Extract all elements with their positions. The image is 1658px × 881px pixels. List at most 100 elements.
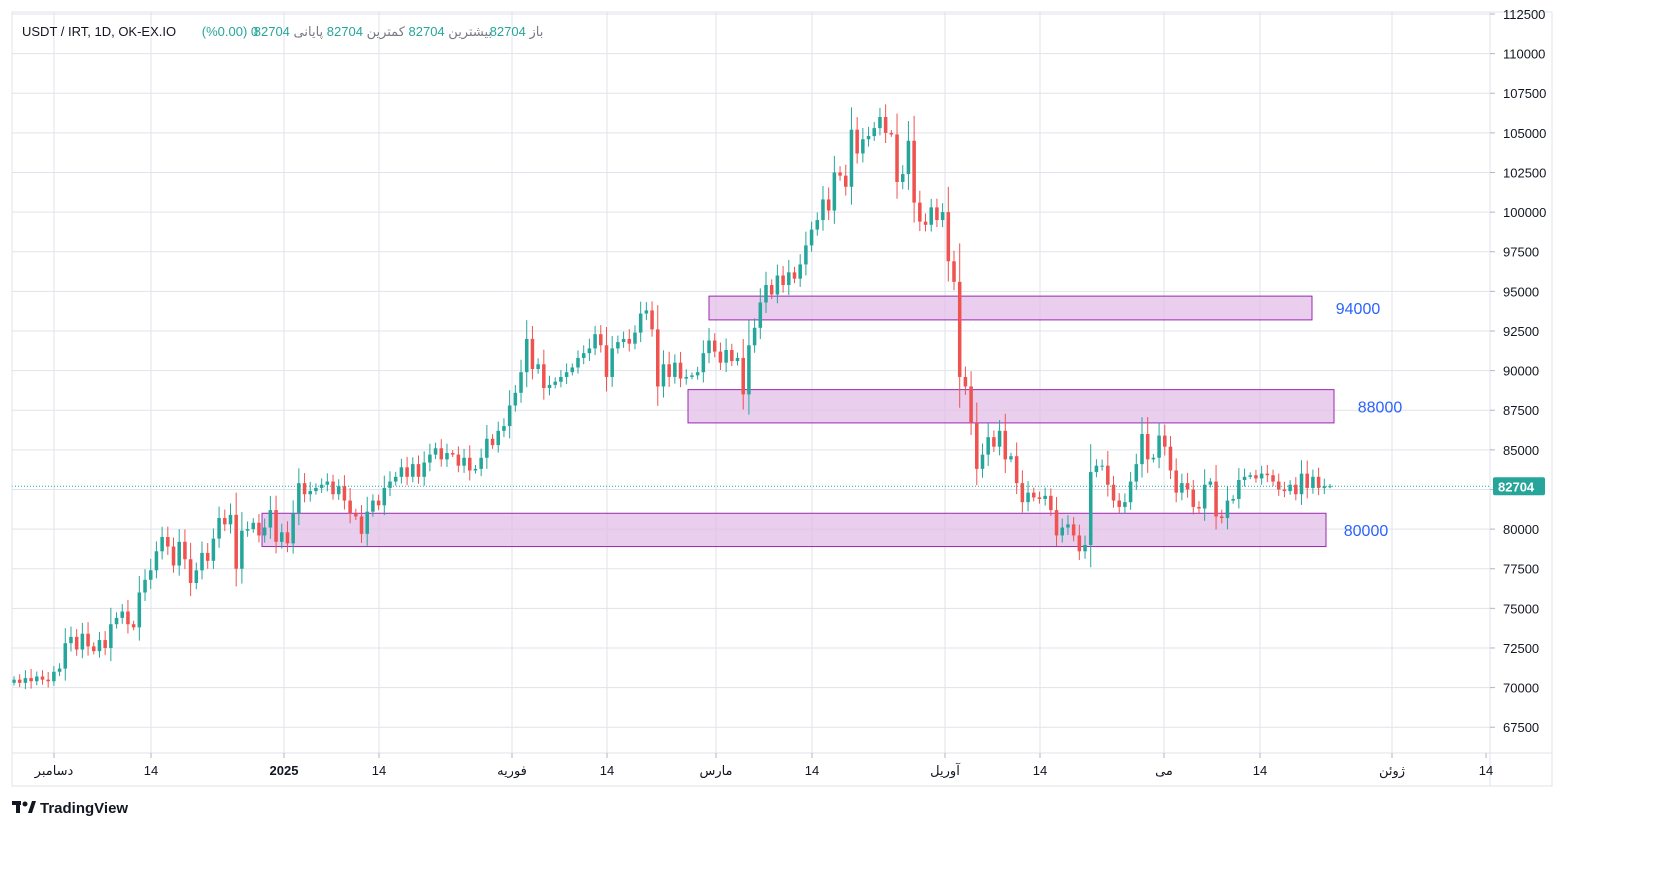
candle[interactable] xyxy=(587,338,592,361)
candle[interactable] xyxy=(69,626,73,652)
candle[interactable] xyxy=(80,622,85,659)
candle[interactable] xyxy=(769,279,774,300)
candle[interactable] xyxy=(507,390,512,439)
candle[interactable] xyxy=(251,518,256,533)
y-tick-label[interactable]: 72500 xyxy=(1503,641,1539,656)
candle[interactable] xyxy=(889,129,894,137)
candle[interactable] xyxy=(291,500,295,554)
candle[interactable] xyxy=(456,446,461,473)
candle[interactable] xyxy=(1111,475,1116,508)
candle[interactable] xyxy=(1185,472,1190,498)
candle[interactable] xyxy=(166,526,170,555)
y-tick-label[interactable]: 95000 xyxy=(1503,284,1539,299)
candle[interactable] xyxy=(223,509,227,532)
candle[interactable] xyxy=(148,558,153,589)
candle[interactable] xyxy=(513,385,518,412)
candle[interactable] xyxy=(1151,453,1156,463)
candle[interactable] xyxy=(308,481,313,502)
candle[interactable] xyxy=(969,371,973,436)
candle[interactable] xyxy=(576,350,580,374)
candle[interactable] xyxy=(787,259,791,296)
candle[interactable] xyxy=(804,231,808,276)
candle[interactable] xyxy=(957,243,962,408)
candle[interactable] xyxy=(416,455,421,484)
candle[interactable] xyxy=(895,113,899,199)
candle[interactable] xyxy=(1128,471,1133,510)
y-tick-label[interactable]: 67500 xyxy=(1503,720,1539,735)
candle[interactable] xyxy=(240,512,244,584)
candle[interactable] xyxy=(524,320,529,388)
candle[interactable] xyxy=(297,468,301,526)
candle[interactable] xyxy=(365,496,369,546)
candle[interactable] xyxy=(616,335,620,354)
candle[interactable] xyxy=(690,372,694,380)
candle[interactable] xyxy=(1219,509,1224,524)
candle[interactable] xyxy=(1003,413,1008,474)
candle[interactable] xyxy=(536,358,540,374)
candle[interactable] xyxy=(348,488,352,524)
candle[interactable] xyxy=(154,541,159,579)
candle[interactable] xyxy=(940,203,945,228)
candle[interactable] xyxy=(257,514,261,543)
candle[interactable] xyxy=(40,670,45,685)
candle[interactable] xyxy=(205,542,210,569)
candle[interactable] xyxy=(29,668,33,689)
candle[interactable] xyxy=(342,475,347,510)
x-tick-label[interactable]: 14 xyxy=(1253,763,1267,778)
candle[interactable] xyxy=(1328,483,1332,489)
candle[interactable] xyxy=(114,612,119,629)
candle[interactable] xyxy=(1060,518,1065,543)
candle[interactable] xyxy=(120,604,125,624)
candle[interactable] xyxy=(1071,517,1076,542)
candle[interactable] xyxy=(439,439,444,467)
candle[interactable] xyxy=(1276,473,1281,496)
candle[interactable] xyxy=(35,671,39,686)
candle[interactable] xyxy=(354,508,358,520)
candle[interactable] xyxy=(718,342,723,370)
candle[interactable] xyxy=(422,451,426,486)
candle[interactable] xyxy=(701,340,706,383)
y-tick-label[interactable]: 77500 xyxy=(1503,562,1539,577)
candle[interactable] xyxy=(872,122,877,141)
candle[interactable] xyxy=(126,599,130,634)
candle[interactable] xyxy=(809,221,814,252)
candle[interactable] xyxy=(661,350,666,398)
candle[interactable] xyxy=(832,155,837,224)
candle[interactable] xyxy=(479,448,483,477)
candle[interactable] xyxy=(1322,478,1327,495)
candle[interactable] xyxy=(741,338,745,410)
y-tick-label[interactable]: 92500 xyxy=(1503,324,1539,339)
candle[interactable] xyxy=(1020,470,1025,513)
candle[interactable] xyxy=(1117,493,1121,513)
candle[interactable] xyxy=(331,474,335,500)
candle[interactable] xyxy=(1180,473,1184,501)
candle[interactable] xyxy=(1294,477,1298,501)
candle[interactable] xyxy=(798,254,802,287)
candle[interactable] xyxy=(866,126,871,147)
candle[interactable] xyxy=(530,325,535,380)
candle[interactable] xyxy=(1208,478,1213,488)
candle[interactable] xyxy=(923,213,928,232)
candle[interactable] xyxy=(1225,486,1230,530)
candle[interactable] xyxy=(285,521,290,553)
candle[interactable] xyxy=(1157,422,1161,469)
candle[interactable] xyxy=(1231,495,1235,504)
candle[interactable] xyxy=(131,620,136,631)
candle[interactable] xyxy=(1043,487,1047,506)
x-tick-label[interactable]: 14 xyxy=(144,763,158,778)
candle[interactable] xyxy=(74,629,79,656)
candle[interactable] xyxy=(673,354,677,384)
candle[interactable] xyxy=(336,479,341,500)
candle[interactable] xyxy=(46,671,50,688)
tradingview-logo[interactable]: TradingView xyxy=(12,800,128,817)
candle[interactable] xyxy=(684,369,689,385)
y-tick-label[interactable]: 97500 xyxy=(1503,245,1539,260)
candle[interactable] xyxy=(547,375,552,396)
candle[interactable] xyxy=(655,305,660,406)
y-tick-label[interactable]: 112500 xyxy=(1503,7,1545,22)
candle[interactable] xyxy=(1014,442,1019,495)
candle[interactable] xyxy=(171,537,176,573)
candle[interactable] xyxy=(371,494,375,517)
candle[interactable] xyxy=(183,529,187,570)
zone-88000[interactable] xyxy=(687,389,1335,424)
